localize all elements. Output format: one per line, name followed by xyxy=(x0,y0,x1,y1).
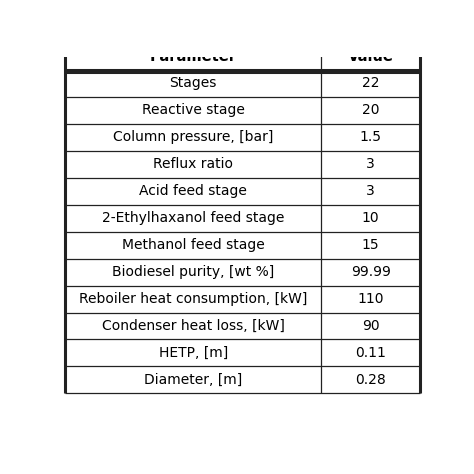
Text: 3: 3 xyxy=(366,157,375,171)
Text: Reflux ratio: Reflux ratio xyxy=(153,157,233,171)
Text: 3: 3 xyxy=(366,184,375,198)
Text: 10: 10 xyxy=(362,211,380,225)
Text: 1.5: 1.5 xyxy=(360,130,382,145)
Text: Reactive stage: Reactive stage xyxy=(142,103,245,118)
Text: Methanol feed stage: Methanol feed stage xyxy=(122,238,264,252)
Text: Parameter: Parameter xyxy=(150,49,237,64)
Text: Column pressure, [bar]: Column pressure, [bar] xyxy=(113,130,273,145)
Text: 22: 22 xyxy=(362,76,380,91)
Text: Condenser heat loss, [kW]: Condenser heat loss, [kW] xyxy=(102,319,285,333)
Text: Biodiesel purity, [wt %]: Biodiesel purity, [wt %] xyxy=(112,265,274,279)
Text: Reboiler heat consumption, [kW]: Reboiler heat consumption, [kW] xyxy=(79,292,308,306)
Text: Diameter, [m]: Diameter, [m] xyxy=(144,373,242,387)
Text: HETP, [m]: HETP, [m] xyxy=(159,346,228,360)
Text: 0.11: 0.11 xyxy=(356,346,386,360)
Text: 99.99: 99.99 xyxy=(351,265,391,279)
Text: 15: 15 xyxy=(362,238,380,252)
Text: Value: Value xyxy=(348,49,393,64)
Text: 2-Ethylhaxanol feed stage: 2-Ethylhaxanol feed stage xyxy=(102,211,284,225)
Text: 0.28: 0.28 xyxy=(356,373,386,387)
Text: Stages: Stages xyxy=(170,76,217,91)
Text: 110: 110 xyxy=(357,292,384,306)
Text: 20: 20 xyxy=(362,103,380,118)
Text: 90: 90 xyxy=(362,319,380,333)
Text: Acid feed stage: Acid feed stage xyxy=(139,184,247,198)
